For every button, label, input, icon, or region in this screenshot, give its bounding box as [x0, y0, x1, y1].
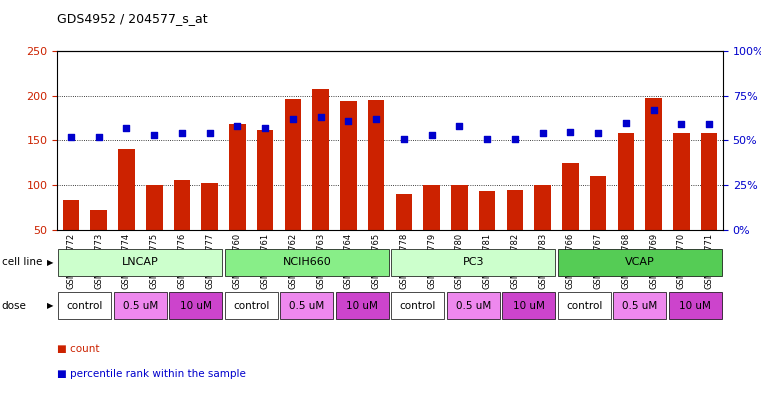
Bar	[391, 249, 555, 275]
Point	[703, 121, 715, 128]
Bar	[479, 191, 495, 230]
Bar	[59, 249, 222, 275]
Bar	[280, 292, 333, 319]
Bar	[507, 190, 523, 230]
Bar	[118, 149, 135, 230]
Point	[259, 125, 271, 131]
Point	[204, 130, 216, 136]
Bar	[613, 292, 666, 319]
Point	[537, 130, 549, 136]
Bar	[368, 100, 384, 230]
Text: VCAP: VCAP	[625, 257, 654, 267]
Bar	[340, 101, 357, 230]
Text: PC3: PC3	[463, 257, 484, 267]
Bar	[701, 133, 718, 230]
Point	[314, 114, 326, 120]
Point	[481, 136, 493, 142]
Text: control: control	[67, 301, 103, 310]
Bar	[423, 185, 440, 230]
Point	[592, 130, 604, 136]
Point	[65, 134, 77, 140]
Bar	[451, 185, 468, 230]
Point	[93, 134, 105, 140]
Bar	[312, 89, 329, 230]
Point	[398, 136, 410, 142]
Text: NCIH660: NCIH660	[282, 257, 331, 267]
Point	[231, 123, 244, 129]
Point	[619, 119, 632, 126]
Bar	[558, 292, 610, 319]
Point	[148, 132, 161, 138]
Text: 0.5 uM: 0.5 uM	[456, 301, 491, 310]
Bar	[114, 292, 167, 319]
Text: 10 uM: 10 uM	[513, 301, 545, 310]
Bar	[673, 133, 689, 230]
Text: GDS4952 / 204577_s_at: GDS4952 / 204577_s_at	[57, 12, 208, 25]
Bar	[396, 194, 412, 230]
Bar	[225, 292, 278, 319]
Text: dose: dose	[2, 301, 27, 310]
Point	[675, 121, 687, 128]
Point	[454, 123, 466, 129]
Text: 10 uM: 10 uM	[180, 301, 212, 310]
Bar	[447, 292, 500, 319]
Bar	[256, 130, 273, 230]
Text: control: control	[566, 301, 603, 310]
Text: 10 uM: 10 uM	[346, 301, 378, 310]
Point	[342, 118, 355, 124]
Text: 0.5 uM: 0.5 uM	[289, 301, 324, 310]
Text: ■ count: ■ count	[57, 344, 100, 354]
Bar	[558, 249, 721, 275]
Text: cell line: cell line	[2, 257, 42, 267]
Bar	[146, 185, 163, 230]
Bar	[174, 180, 190, 230]
Bar	[202, 182, 218, 230]
Bar	[562, 163, 578, 230]
Bar	[645, 97, 662, 230]
Point	[176, 130, 188, 136]
Bar	[336, 292, 389, 319]
Bar	[590, 176, 607, 230]
Bar	[225, 249, 389, 275]
Bar	[502, 292, 555, 319]
Bar	[59, 292, 111, 319]
Bar	[617, 133, 634, 230]
Point	[425, 132, 438, 138]
Text: LNCAP: LNCAP	[122, 257, 159, 267]
Bar	[669, 292, 721, 319]
Bar	[285, 99, 301, 230]
Bar	[91, 210, 107, 230]
Text: 10 uM: 10 uM	[680, 301, 711, 310]
Text: control: control	[400, 301, 436, 310]
Text: ▶: ▶	[46, 301, 53, 310]
Point	[509, 136, 521, 142]
Bar	[229, 125, 246, 230]
Text: control: control	[233, 301, 269, 310]
Text: ▶: ▶	[46, 258, 53, 267]
Point	[120, 125, 132, 131]
Point	[287, 116, 299, 122]
Bar	[534, 185, 551, 230]
Point	[564, 129, 576, 135]
Text: ■ percentile rank within the sample: ■ percentile rank within the sample	[57, 369, 246, 379]
Text: 0.5 uM: 0.5 uM	[622, 301, 658, 310]
Point	[648, 107, 660, 113]
Bar	[170, 292, 222, 319]
Bar	[391, 292, 444, 319]
Bar	[62, 200, 79, 230]
Point	[370, 116, 382, 122]
Text: 0.5 uM: 0.5 uM	[123, 301, 158, 310]
